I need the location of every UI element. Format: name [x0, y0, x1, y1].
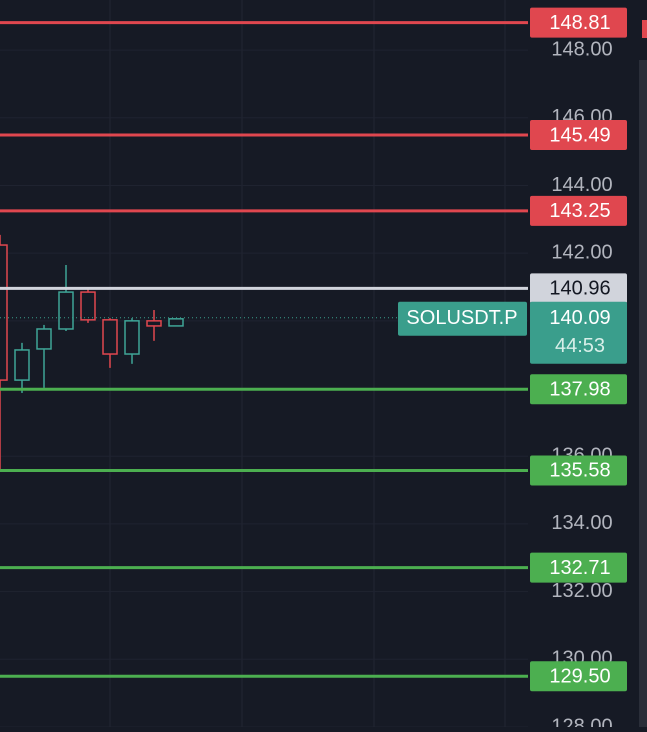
candle-body: [168, 318, 184, 327]
symbol-label: SOLUSDT.P: [406, 307, 517, 329]
level-tag: [530, 661, 627, 692]
symbol-tag: [398, 301, 527, 336]
level-tag: [530, 7, 627, 38]
current-price-tag: [530, 301, 627, 364]
level-tag-label: 148.81: [549, 12, 610, 34]
candle-body: [58, 291, 74, 330]
candle-body: [102, 319, 118, 355]
level-tag: [530, 120, 627, 151]
y-tick-label: 148.00: [551, 38, 612, 60]
side-marker: [642, 20, 647, 38]
level-tag: [530, 455, 627, 486]
y-tick-label: 134.00: [551, 512, 612, 534]
y-tick-label: 128.00: [551, 715, 612, 727]
level-tag-label: 137.98: [549, 379, 610, 401]
level-tag-label: 143.25: [549, 200, 610, 222]
scrollbar[interactable]: [639, 60, 647, 727]
candle-body: [36, 328, 52, 350]
y-tick-label: 142.00: [551, 241, 612, 263]
countdown-label: 44:53: [555, 335, 605, 357]
current-price-label: 140.09: [549, 307, 610, 329]
level-tag-label: 129.50: [549, 666, 610, 688]
level-tag-label: 135.58: [549, 460, 610, 482]
level-tag-label: 145.49: [549, 124, 610, 146]
level-tag: [530, 273, 627, 304]
level-tag: [530, 374, 627, 405]
level-tag-label: 132.71: [549, 557, 610, 579]
y-tick-label: 132.00: [551, 580, 612, 602]
candle-body: [0, 244, 8, 381]
candle-body: [146, 320, 162, 327]
level-tag: [530, 552, 627, 583]
level-tag-label: 140.96: [549, 278, 610, 300]
candle-body: [124, 320, 140, 355]
candle-body: [80, 291, 96, 321]
level-tag: [530, 195, 627, 226]
y-tick-label: 144.00: [551, 174, 612, 196]
candle-body: [14, 349, 30, 381]
